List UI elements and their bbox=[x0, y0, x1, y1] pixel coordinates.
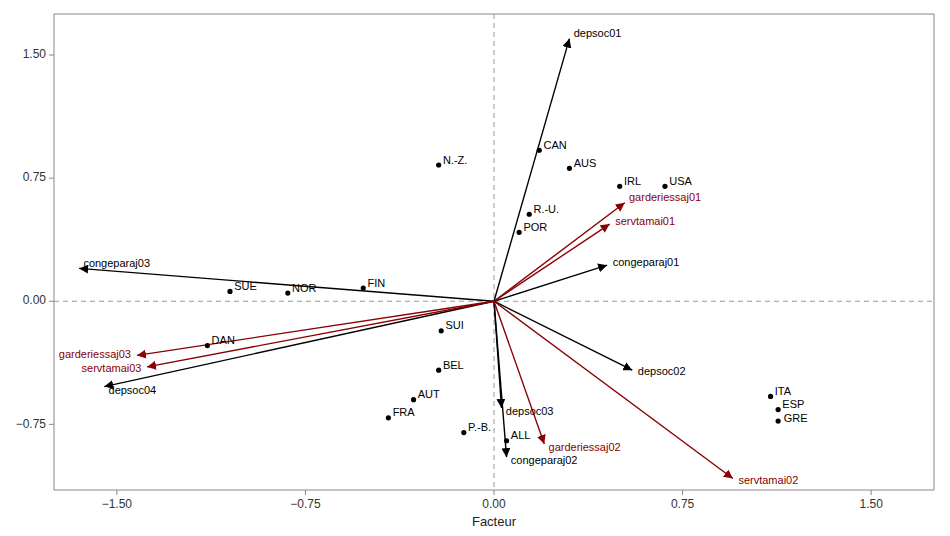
vector-label: garderiessaj03 bbox=[59, 348, 131, 360]
tick-label: −0.75 bbox=[290, 497, 321, 511]
chart: −1.50 −0.75 0.00 0.75 1.50 −0.75 0.00 0.75 1.50 F… bbox=[0, 0, 950, 536]
point-label: FRA bbox=[393, 406, 416, 418]
vector-label: servtamai02 bbox=[738, 474, 798, 486]
tick-mark bbox=[49, 178, 54, 179]
point-label: AUS bbox=[574, 157, 597, 169]
vector-arrow bbox=[494, 301, 507, 457]
point-label: AUT bbox=[418, 388, 440, 400]
point bbox=[436, 162, 441, 167]
vector-label: servtamai01 bbox=[615, 215, 675, 227]
vector-label: congeparaj01 bbox=[613, 256, 680, 268]
vector-arrow bbox=[104, 301, 494, 386]
vector-label: depsoc02 bbox=[638, 365, 686, 377]
point-label: SUE bbox=[234, 280, 257, 292]
point-label: FIN bbox=[367, 277, 385, 289]
tick-label: 1.50 bbox=[23, 47, 47, 61]
vector-label: garderiessaj02 bbox=[549, 441, 621, 453]
point-label: BEL bbox=[443, 359, 464, 371]
vector-label: garderiessaj01 bbox=[629, 191, 701, 203]
vector-label: depsoc04 bbox=[109, 384, 157, 396]
vector-arrow bbox=[79, 268, 494, 301]
vector-label: congeparaj03 bbox=[83, 257, 150, 269]
tick-label: 0.00 bbox=[23, 293, 47, 307]
point bbox=[504, 438, 509, 443]
point bbox=[386, 415, 391, 420]
point-label: ESP bbox=[782, 398, 804, 410]
vector-arrow bbox=[494, 301, 544, 444]
tick-mark bbox=[116, 490, 117, 495]
point bbox=[411, 397, 416, 402]
point-label: R.-U. bbox=[533, 203, 559, 215]
vector-arrow bbox=[494, 39, 569, 302]
point-label: P.-B. bbox=[468, 421, 491, 433]
tick-mark bbox=[49, 424, 54, 425]
tick-label: 1.50 bbox=[859, 497, 883, 511]
vector-arrow bbox=[147, 301, 494, 367]
point-label: POR bbox=[523, 221, 547, 233]
tick-mark bbox=[49, 301, 54, 302]
tick-mark bbox=[682, 490, 683, 495]
vector-label: depsoc03 bbox=[506, 405, 554, 417]
tick-mark bbox=[305, 490, 306, 495]
point-label: CAN bbox=[543, 139, 566, 151]
vector-label: servtamai03 bbox=[82, 362, 142, 374]
point-label: ITA bbox=[775, 385, 792, 397]
tick-label: −1.50 bbox=[102, 497, 133, 511]
point bbox=[517, 230, 522, 235]
point bbox=[617, 184, 622, 189]
zero-line bbox=[494, 14, 495, 490]
tick-label: 0.00 bbox=[482, 497, 506, 511]
point bbox=[227, 289, 232, 294]
point bbox=[776, 418, 781, 423]
point-label: DAN bbox=[212, 334, 235, 346]
tick-label: 0.75 bbox=[23, 170, 47, 184]
point bbox=[768, 394, 773, 399]
tick-label: −0.75 bbox=[16, 417, 47, 431]
point bbox=[285, 290, 290, 295]
point bbox=[662, 184, 667, 189]
vector-arrow bbox=[137, 301, 494, 355]
x-axis-label: Facteur bbox=[472, 514, 517, 529]
point-label: SUI bbox=[445, 319, 463, 331]
tick-mark bbox=[871, 490, 872, 495]
plot-frame bbox=[54, 14, 934, 490]
vector-label: depsoc01 bbox=[574, 27, 622, 39]
point-label: NOR bbox=[292, 282, 317, 294]
point-label: N.-Z. bbox=[443, 154, 467, 166]
point bbox=[361, 286, 366, 291]
tick-label: 0.75 bbox=[671, 497, 695, 511]
plot-area bbox=[54, 14, 934, 490]
axes: −1.50 −0.75 0.00 0.75 1.50 −0.75 0.00 0.75 1.50 bbox=[16, 47, 884, 511]
point bbox=[205, 343, 210, 348]
point-label: GRE bbox=[784, 412, 808, 424]
point bbox=[436, 368, 441, 373]
tick-mark bbox=[49, 55, 54, 56]
vector-arrow bbox=[494, 203, 625, 301]
point-label: IRL bbox=[624, 175, 641, 187]
vector-arrow bbox=[494, 301, 733, 478]
point bbox=[527, 212, 532, 217]
vector-arrow bbox=[494, 224, 610, 301]
vector-label: congeparaj02 bbox=[511, 454, 578, 466]
point bbox=[461, 430, 466, 435]
point bbox=[537, 148, 542, 153]
point-label: USA bbox=[669, 175, 692, 187]
labels: depsoc01 depsoc02 depsoc03 depsoc04 congepar… bbox=[59, 27, 808, 485]
point bbox=[776, 407, 781, 412]
point-label: ALL bbox=[511, 429, 531, 441]
vector-arrow bbox=[494, 265, 607, 301]
point bbox=[567, 166, 572, 171]
point bbox=[439, 328, 444, 333]
tick-mark bbox=[494, 490, 495, 495]
